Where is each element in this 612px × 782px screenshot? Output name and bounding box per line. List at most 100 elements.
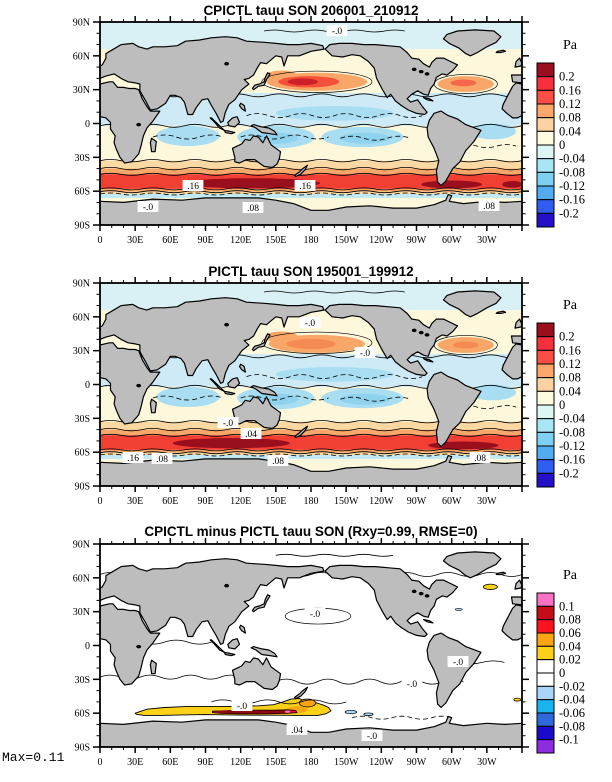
x-tick-label: 30E bbox=[127, 496, 143, 507]
contour-label-box bbox=[469, 452, 491, 463]
colorbar-tick-label: -0.08 bbox=[559, 165, 585, 179]
y-tick-label: 30S bbox=[74, 414, 90, 425]
contour-label-box bbox=[401, 678, 423, 689]
difference-stats: Max=0.11 Min=-0.05 bbox=[2, 715, 72, 782]
colorbar-tick-label: 0.08 bbox=[559, 613, 581, 627]
contour-label: .16 bbox=[299, 182, 311, 192]
colorbar-swatch bbox=[536, 377, 555, 392]
x-tick-label: 30E bbox=[127, 757, 143, 768]
colorbar-tick-label: 0 bbox=[559, 138, 565, 152]
y-tick-label: 90N bbox=[73, 540, 90, 551]
contour-label: -.0 bbox=[367, 732, 378, 742]
colorbar-swatch bbox=[536, 62, 555, 78]
contour-label-box bbox=[354, 347, 376, 358]
colorbar-swatch bbox=[536, 645, 555, 661]
colorbar-swatch bbox=[536, 212, 555, 228]
colorbar-tick-label: 0.04 bbox=[559, 384, 582, 398]
contour-label-box bbox=[240, 428, 262, 439]
colorbar-tick-label: -0.2 bbox=[559, 466, 579, 480]
colorbar-tick-label: 0.2 bbox=[559, 330, 575, 344]
x-tick-label: 60W bbox=[442, 496, 462, 507]
colorbar-swatch bbox=[536, 363, 555, 379]
x-tick-label: 120E bbox=[230, 757, 251, 768]
x-tick-label: 180 bbox=[304, 757, 319, 768]
x-tick-label: 90W bbox=[407, 496, 427, 507]
contour-label: .08 bbox=[156, 455, 168, 465]
colorbar-units-label: Pa bbox=[563, 298, 578, 313]
x-tick-label: 60E bbox=[162, 235, 178, 246]
contour-label: -.0 bbox=[143, 203, 154, 213]
contour-label-box bbox=[122, 452, 144, 463]
contour-label-box bbox=[231, 700, 253, 711]
x-tick-label: 180 bbox=[304, 496, 319, 507]
colorbar-tick-label: -0.16 bbox=[559, 453, 585, 467]
contour-label: .08 bbox=[474, 454, 486, 464]
colorbar-units-label: Pa bbox=[563, 568, 578, 583]
colorbar-tick-label: 0.16 bbox=[559, 83, 581, 97]
x-tick-label: 0 bbox=[98, 235, 103, 246]
map-axis-ticks bbox=[93, 16, 529, 231]
contour-label-box bbox=[361, 730, 383, 741]
colorbar-tick-label: -0.08 bbox=[559, 719, 585, 733]
colorbar-swatch bbox=[536, 322, 555, 338]
x-tick-label: 120W bbox=[369, 235, 394, 246]
y-tick-label: 90N bbox=[73, 18, 90, 29]
contour-label: .04 bbox=[291, 726, 303, 736]
colorbar-tick-label: -0.02 bbox=[559, 679, 585, 693]
contour-label-box bbox=[304, 608, 326, 619]
y-tick-label: 30N bbox=[73, 85, 90, 96]
x-axis-labels: 0 30E 60E 90E 120E 150E 180 150W 120W 90W 60W 30W bbox=[98, 496, 498, 507]
colorbar-tick-label: 0 bbox=[559, 666, 565, 680]
colorbar-swatch bbox=[536, 185, 555, 201]
y-tick-label: 30N bbox=[73, 607, 90, 618]
colorbar-panel-1: Pa0.20.160.120.080.040-0.04-0.08-0.12-0.… bbox=[536, 38, 586, 228]
x-tick-label: 150E bbox=[265, 235, 286, 246]
y-axis-labels: 90N 60N 30N 0 30S 60S 90S bbox=[73, 18, 90, 232]
map-axis-ticks bbox=[93, 538, 529, 753]
colorbar-swatch bbox=[536, 89, 555, 105]
colorbar-swatch bbox=[536, 349, 555, 365]
colorbar-tick-label: 0.04 bbox=[559, 124, 582, 138]
y-tick-label: 60S bbox=[74, 448, 90, 459]
colorbar-tick-label: -0.1 bbox=[559, 733, 579, 747]
colorbar-swatch bbox=[536, 144, 555, 160]
contour-label: -.0 bbox=[310, 610, 321, 620]
contour-label: .16 bbox=[187, 182, 199, 192]
x-tick-label: 120E bbox=[230, 235, 251, 246]
colorbar-tick-label: 0.08 bbox=[559, 371, 581, 385]
map-panel-2-contour-field bbox=[100, 283, 522, 486]
colorbar-tick-label: -0.2 bbox=[559, 206, 579, 220]
map-panel-3-contour-labels: -.0 -.0 -.0 -.0 .04 -.0 bbox=[231, 608, 469, 742]
colorbar-swatch bbox=[536, 390, 555, 406]
contour-label-box bbox=[478, 200, 500, 211]
colorbar-swatch bbox=[536, 130, 555, 146]
contour-label: .08 bbox=[483, 202, 495, 212]
map-panel-2: -.0 -.0 -.0 .04 .16 .08 .08 .08 0 30E 60E 90E 120E 15… bbox=[73, 277, 529, 507]
colorbar-swatch bbox=[536, 472, 555, 488]
y-tick-label: 30S bbox=[74, 153, 90, 164]
colorbar-swatch bbox=[536, 619, 555, 634]
colorbar-tick-label: 0.16 bbox=[559, 343, 581, 357]
colorbar-swatch bbox=[536, 605, 555, 621]
contour-label: -.0 bbox=[453, 658, 464, 668]
colorbar-tick-label: -0.04 bbox=[559, 412, 586, 426]
colorbar-swatch bbox=[536, 459, 555, 474]
panel1-title: CPICTL tauu SON 206001_210912 bbox=[203, 3, 419, 18]
contour-label: -.0 bbox=[237, 702, 248, 712]
colorbar-tick-label: 0.08 bbox=[559, 111, 581, 125]
y-tick-label: 0 bbox=[85, 641, 90, 652]
x-tick-label: 150W bbox=[334, 496, 359, 507]
colorbar-tick-label: -0.16 bbox=[559, 193, 585, 207]
colorbar-swatch bbox=[536, 336, 555, 351]
x-tick-label: 180 bbox=[304, 235, 319, 246]
colorbar-panel-3: Pa0.10.080.060.040.020-0.02-0.04-0.06-0.… bbox=[536, 568, 586, 754]
y-tick-label: 30N bbox=[73, 346, 90, 357]
colorbar-swatch bbox=[536, 404, 555, 420]
y-tick-label: 0 bbox=[85, 119, 90, 130]
x-axis-labels: 0 30E 60E 90E 120E 150E 180 150W 120W 90W 60W 30W bbox=[98, 235, 498, 246]
contour-label: -.0 bbox=[332, 27, 343, 37]
y-tick-label: 60N bbox=[73, 573, 90, 584]
contour-label: -.0 bbox=[223, 419, 234, 429]
colorbar-swatch bbox=[536, 712, 555, 727]
